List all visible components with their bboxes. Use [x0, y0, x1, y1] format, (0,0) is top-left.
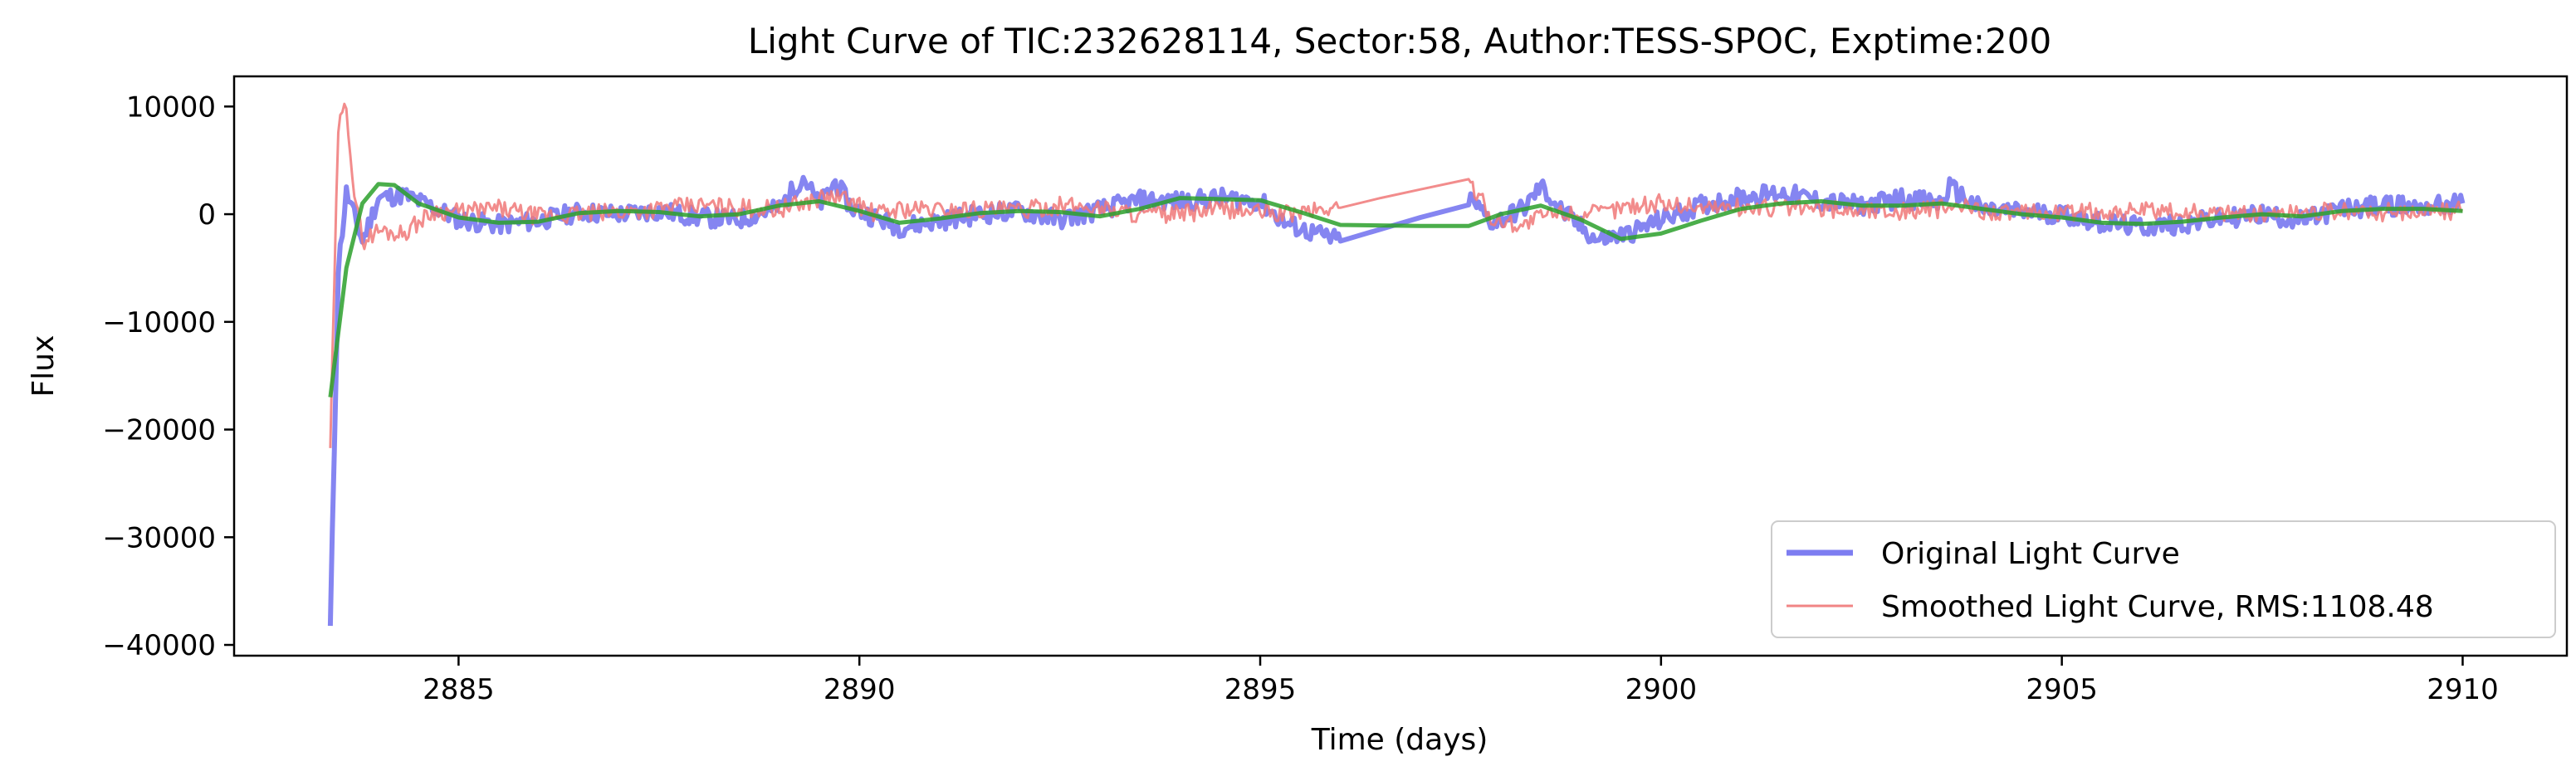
y-tick-label-1: 0: [198, 198, 216, 232]
series-layer: [327, 102, 2466, 627]
x-axis: 2885 2890 2895 2900 2905 2910: [423, 656, 2499, 706]
x-tick-label-0: 2885: [423, 673, 495, 706]
x-tick-label-2: 2895: [1224, 673, 1297, 706]
x-tick-label-3: 2900: [1625, 673, 1698, 706]
y-tick-label-4: −30000: [102, 521, 216, 554]
legend-label-original: Original Light Curve: [1881, 537, 2180, 571]
legend-label-smoothed: Smoothed Light Curve, RMS:1108.48: [1881, 590, 2434, 624]
y-axis: 10000 0 −10000 −20000 −30000 −40000: [102, 90, 234, 662]
series-line-1: [329, 102, 2463, 448]
series-line-2: [328, 182, 2463, 398]
y-tick-label-0: 10000: [126, 90, 216, 124]
y-tick-label-2: −10000: [102, 306, 216, 339]
x-axis-label: Time (days): [1311, 723, 1488, 757]
y-tick-label-3: −20000: [102, 414, 216, 447]
x-tick-label-1: 2890: [824, 673, 896, 706]
chart-legend: Original Light Curve Smoothed Light Curv…: [1771, 520, 2556, 638]
x-tick-label-5: 2910: [2427, 673, 2499, 706]
y-tick-label-5: −40000: [102, 629, 216, 662]
x-tick-label-4: 2905: [2026, 673, 2098, 706]
y-axis-label: Flux: [27, 335, 61, 398]
plot-frame: [232, 75, 2569, 657]
chart-title: Light Curve of TIC:232628114, Sector:58,…: [748, 21, 2051, 61]
legend-box: [1771, 520, 2556, 638]
